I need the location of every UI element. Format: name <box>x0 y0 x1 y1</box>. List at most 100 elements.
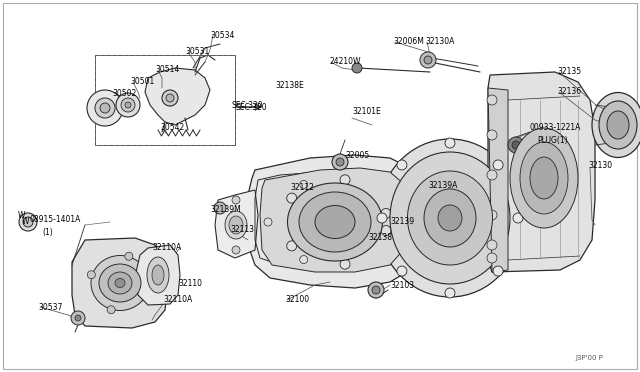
Circle shape <box>340 175 350 185</box>
Text: SEC.320: SEC.320 <box>235 103 267 112</box>
Circle shape <box>381 208 391 218</box>
Ellipse shape <box>520 142 568 214</box>
Text: 32139A: 32139A <box>428 180 458 189</box>
Circle shape <box>346 207 354 215</box>
Text: 32130: 32130 <box>588 160 612 170</box>
Circle shape <box>352 63 362 73</box>
Circle shape <box>95 98 115 118</box>
Text: (1): (1) <box>42 228 52 237</box>
Text: SEC.320: SEC.320 <box>232 100 264 109</box>
Polygon shape <box>145 68 210 125</box>
Text: 24210W: 24210W <box>330 58 362 67</box>
Circle shape <box>368 282 384 298</box>
Circle shape <box>87 90 123 126</box>
Circle shape <box>508 137 524 153</box>
Circle shape <box>23 217 33 227</box>
Text: 30542: 30542 <box>160 124 184 132</box>
Polygon shape <box>260 168 408 272</box>
Circle shape <box>332 154 348 170</box>
Text: 32006M: 32006M <box>393 38 424 46</box>
Circle shape <box>487 130 497 140</box>
Circle shape <box>493 160 503 170</box>
Circle shape <box>145 287 153 295</box>
Circle shape <box>287 193 297 203</box>
Circle shape <box>264 218 272 226</box>
Circle shape <box>166 94 174 102</box>
Circle shape <box>116 93 140 117</box>
Text: 32110A: 32110A <box>152 244 181 253</box>
Ellipse shape <box>225 211 247 239</box>
Ellipse shape <box>592 93 640 157</box>
Polygon shape <box>488 72 595 272</box>
Circle shape <box>420 52 436 68</box>
Ellipse shape <box>424 189 476 247</box>
Text: 32005: 32005 <box>345 151 369 160</box>
Text: J3P'00 P: J3P'00 P <box>575 355 603 361</box>
Text: 32112: 32112 <box>290 183 314 192</box>
Polygon shape <box>136 245 180 305</box>
Circle shape <box>287 241 297 251</box>
Circle shape <box>487 95 497 105</box>
Text: W: W <box>22 218 29 227</box>
Ellipse shape <box>115 279 125 288</box>
Ellipse shape <box>315 205 355 238</box>
Polygon shape <box>488 88 508 272</box>
Circle shape <box>300 256 308 264</box>
Text: 30537: 30537 <box>38 302 62 311</box>
Circle shape <box>377 213 387 223</box>
Text: 32139M: 32139M <box>210 205 241 215</box>
Ellipse shape <box>390 152 510 284</box>
Text: 32138E: 32138E <box>275 80 304 90</box>
Ellipse shape <box>607 111 629 139</box>
Text: 08915-1401A: 08915-1401A <box>30 215 81 224</box>
Text: 32139: 32139 <box>390 218 414 227</box>
Text: 30501: 30501 <box>130 77 154 87</box>
Text: 30531: 30531 <box>185 48 209 57</box>
Circle shape <box>513 213 523 223</box>
Text: 00933-1221A: 00933-1221A <box>530 124 581 132</box>
Ellipse shape <box>378 139 522 297</box>
Circle shape <box>71 311 85 325</box>
Circle shape <box>107 306 115 314</box>
Text: 32138: 32138 <box>368 234 392 243</box>
Ellipse shape <box>229 216 243 234</box>
Circle shape <box>372 286 380 294</box>
Circle shape <box>87 271 95 279</box>
Polygon shape <box>215 190 258 258</box>
Circle shape <box>232 196 240 204</box>
Ellipse shape <box>530 157 558 199</box>
Text: 32110A: 32110A <box>163 295 192 305</box>
Circle shape <box>19 213 37 231</box>
Ellipse shape <box>287 183 383 261</box>
Text: 32100: 32100 <box>285 295 309 305</box>
Circle shape <box>424 56 432 64</box>
Circle shape <box>125 252 133 260</box>
Text: 32130A: 32130A <box>425 38 454 46</box>
Polygon shape <box>72 238 168 328</box>
Ellipse shape <box>599 101 637 149</box>
Ellipse shape <box>91 256 149 311</box>
Circle shape <box>487 240 497 250</box>
Circle shape <box>336 158 344 166</box>
Ellipse shape <box>147 257 169 293</box>
Circle shape <box>493 266 503 276</box>
Ellipse shape <box>108 272 132 294</box>
Circle shape <box>75 315 81 321</box>
Ellipse shape <box>408 171 493 265</box>
Text: 30514: 30514 <box>155 65 179 74</box>
Circle shape <box>232 246 240 254</box>
Polygon shape <box>248 155 420 288</box>
Text: PLUG(1): PLUG(1) <box>537 135 568 144</box>
Text: W: W <box>18 212 26 221</box>
Text: 32103: 32103 <box>390 280 414 289</box>
Circle shape <box>300 180 308 189</box>
Text: 30534: 30534 <box>210 31 234 39</box>
Circle shape <box>512 141 520 149</box>
Circle shape <box>445 288 455 298</box>
Circle shape <box>214 202 226 214</box>
Circle shape <box>121 98 135 112</box>
Circle shape <box>162 90 178 106</box>
Circle shape <box>100 103 110 113</box>
Ellipse shape <box>438 205 462 231</box>
Circle shape <box>346 229 354 237</box>
